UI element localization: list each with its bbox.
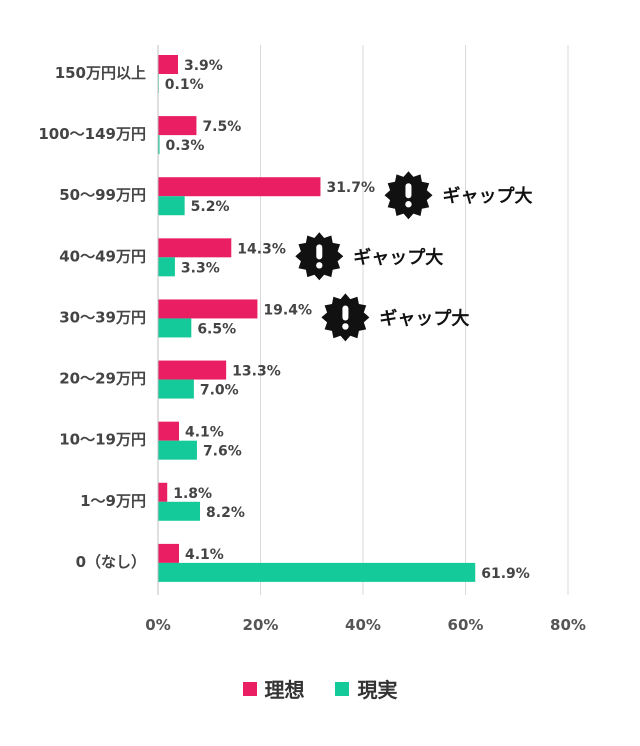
bar-reality <box>158 135 160 155</box>
gap-annotation-label: ギャップ大 <box>379 307 469 329</box>
bar-reality <box>158 379 194 399</box>
category-label: 150万円以上 <box>55 64 146 82</box>
data-label: 6.5% <box>197 321 236 337</box>
bar-ideal <box>158 360 227 380</box>
x-tick-label: 80% <box>550 616 586 634</box>
bar-ideal <box>158 116 197 136</box>
exclamation-mark-dot <box>316 262 323 269</box>
data-label: 5.2% <box>191 199 230 215</box>
x-tick-label: 20% <box>243 616 279 634</box>
x-tick-label: 0% <box>145 616 170 634</box>
exclamation-mark-bar <box>316 244 323 260</box>
data-label: 31.7% <box>326 180 375 196</box>
exclamation-mark-bar <box>405 183 412 199</box>
data-label: 7.6% <box>203 444 242 460</box>
category-label: 0（なし） <box>76 553 146 571</box>
legend-swatch-reality <box>335 681 350 696</box>
bar-ideal <box>158 177 321 197</box>
category-label: 1〜9万円 <box>80 492 146 510</box>
data-label: 14.3% <box>237 241 286 257</box>
data-label: 3.9% <box>184 58 223 74</box>
exclamation-mark-dot <box>342 323 349 330</box>
category-label: 40〜49万円 <box>59 247 146 265</box>
gap-annotation-label: ギャップ大 <box>353 246 443 268</box>
bar-ideal <box>158 55 178 74</box>
exclamation-mark-bar <box>342 305 349 321</box>
category-label: 30〜39万円 <box>59 308 146 326</box>
gap-annotation-label: ギャップ大 <box>442 185 532 207</box>
data-label: 4.1% <box>185 425 224 441</box>
legend-label-reality: 現実 <box>357 678 398 702</box>
bar-ideal <box>158 238 232 258</box>
data-label: 4.1% <box>185 547 224 563</box>
exclamation-mark-dot <box>405 201 412 208</box>
legend-swatch-ideal <box>242 681 257 696</box>
bar-ideal <box>158 543 180 563</box>
data-label: 13.3% <box>232 364 281 380</box>
bar-reality <box>158 318 192 338</box>
bar-reality <box>158 196 185 216</box>
category-label: 100〜149万円 <box>38 125 146 143</box>
bar-chart: 0% 20% 40% 60% 80% 150万円以上 3.9% 0.1% 100〜149万円 7.… <box>38 45 586 634</box>
bar-reality <box>158 501 201 521</box>
bar-reality <box>158 257 175 277</box>
data-label: 1.8% <box>173 486 212 502</box>
data-label: 7.0% <box>200 383 239 399</box>
bar-ideal <box>158 482 168 502</box>
x-tick-label: 60% <box>448 616 484 634</box>
legend-item-ideal: 理想 <box>242 674 305 703</box>
legend-item-reality: 現実 <box>335 674 397 703</box>
x-tick-label: 40% <box>345 616 381 634</box>
bar-reality <box>158 562 476 582</box>
data-label: 3.3% <box>181 260 220 276</box>
bar-reality <box>158 440 197 460</box>
bar-ideal <box>158 299 258 319</box>
data-label: 0.3% <box>166 138 205 154</box>
bar-ideal <box>158 421 180 441</box>
data-label: 0.1% <box>165 77 204 93</box>
legend: 理想 現実 <box>0 674 640 703</box>
category-label: 10〜19万円 <box>59 431 146 449</box>
data-label: 61.9% <box>481 566 530 582</box>
category-label: 20〜29万円 <box>59 370 146 388</box>
legend-label-ideal: 理想 <box>264 678 305 702</box>
data-label: 7.5% <box>202 119 241 135</box>
data-label: 8.2% <box>206 505 245 521</box>
data-label: 19.4% <box>263 302 312 318</box>
category-label: 50〜99万円 <box>59 186 146 204</box>
